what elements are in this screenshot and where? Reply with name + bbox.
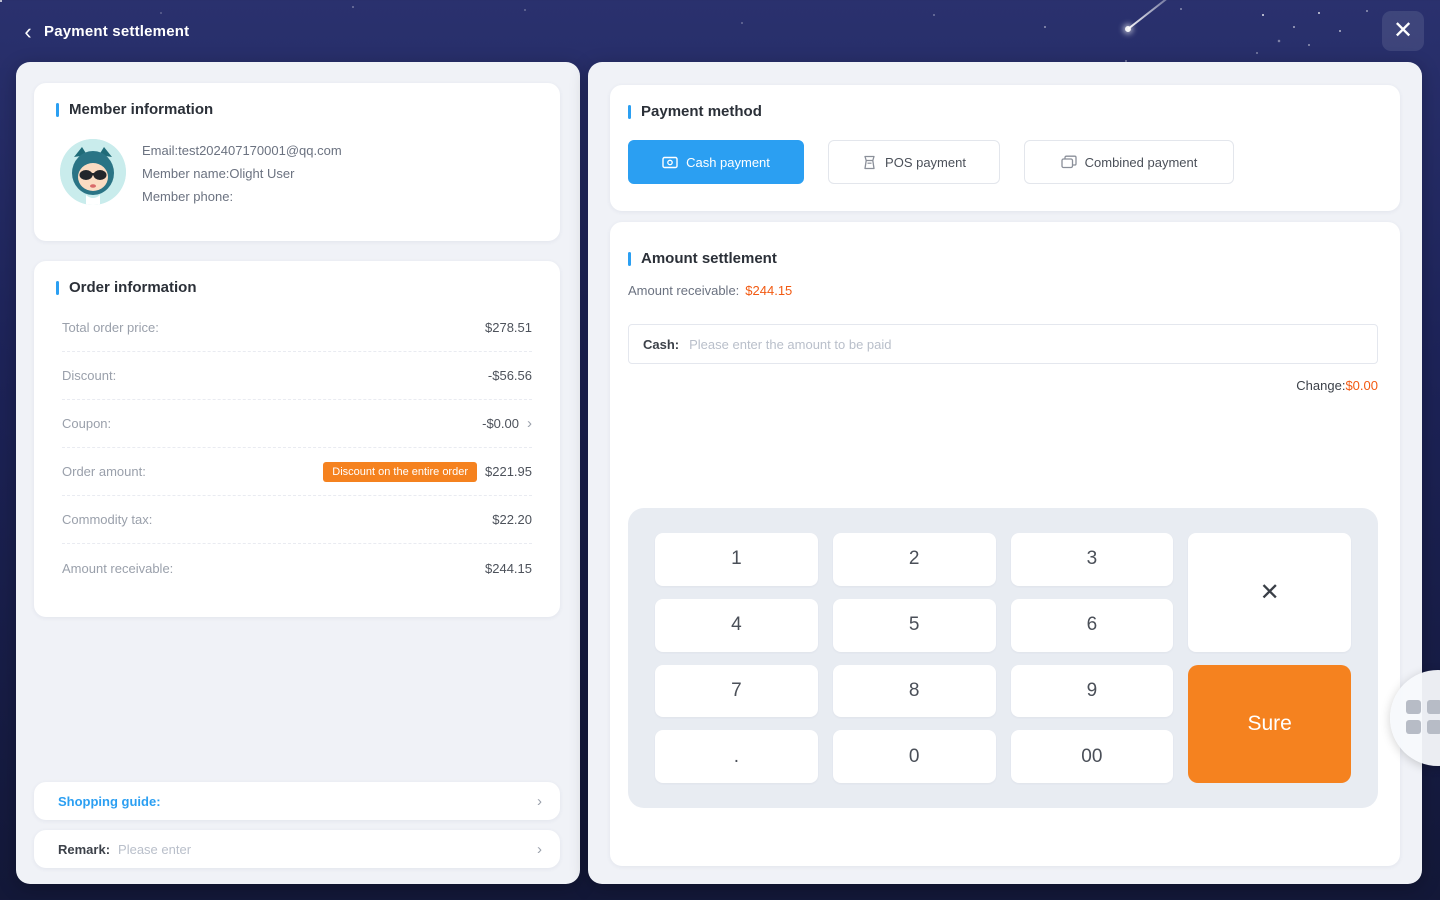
order-section-header: Order information <box>34 279 560 296</box>
left-panel: Member information Email:test20240717000… <box>16 62 580 884</box>
payment-method-title: Payment method <box>641 103 762 120</box>
amount-settlement-header: Amount settlement <box>628 250 1378 267</box>
payment-method-options: Cash payment POS payment Combined paymen… <box>628 140 1382 184</box>
amount-settlement-title: Amount settlement <box>641 250 777 267</box>
member-details: Email:test202407170001@qq.com Member nam… <box>142 139 342 208</box>
row-value: $221.95 <box>485 464 532 479</box>
cash-payment-label: Cash payment <box>686 154 770 170</box>
member-section-title: Member information <box>69 101 214 118</box>
avatar <box>60 139 126 205</box>
discount-badge: Discount on the entire order <box>323 461 477 482</box>
row-value: -$56.56 <box>487 368 532 383</box>
member-information-card: Member information Email:test20240717000… <box>34 83 560 241</box>
cash-icon <box>662 156 678 168</box>
chevron-right-icon: › <box>537 840 542 858</box>
row-value: -$0.00 <box>482 416 519 431</box>
pos-payment-label: POS payment <box>885 154 966 170</box>
cash-input-label: Cash: <box>643 336 680 352</box>
keypad-key-3[interactable]: 3 <box>1010 533 1174 586</box>
combined-icon <box>1060 155 1077 169</box>
amount-receivable-line: Amount receivable: $244.15 <box>628 283 1378 298</box>
row-label: Discount: <box>62 368 117 383</box>
change-value: $0.00 <box>1345 378 1378 393</box>
row-label: Coupon: <box>62 416 112 431</box>
sure-button[interactable]: Sure <box>1188 664 1351 783</box>
payment-method-header: Payment method <box>628 103 1382 120</box>
page-title: Payment settlement <box>44 23 190 40</box>
member-section-header: Member information <box>56 101 538 118</box>
keypad-key-dot[interactable]: . <box>655 730 818 783</box>
row-label: Amount receivable: <box>62 560 174 576</box>
order-information-card: Order information Total order price: $27… <box>34 261 560 617</box>
order-rows: Total order price: $278.51 Discount: -$5… <box>34 304 560 592</box>
row-value: $22.20 <box>492 512 532 527</box>
keypad-key-2[interactable]: 2 <box>832 533 996 586</box>
keypad-key-4[interactable]: 4 <box>655 598 818 652</box>
payment-method-card: Payment method Cash payment POS payment <box>610 85 1400 211</box>
cash-input-box: Cash: <box>628 324 1378 364</box>
number-keypad: 1 2 3 ✕ 4 5 6 7 8 9 Sure . 0 00 <box>628 508 1378 808</box>
starfield-decoration <box>0 0 2 2</box>
row-label: Commodity tax: <box>62 512 153 527</box>
keypad-key-0[interactable]: 0 <box>832 730 996 783</box>
section-accent-bar <box>56 102 59 117</box>
section-accent-bar <box>628 251 631 266</box>
cash-payment-button[interactable]: Cash payment <box>628 140 804 184</box>
top-bar: ‹ Payment settlement ✕ <box>0 0 1440 60</box>
keypad-key-5[interactable]: 5 <box>832 598 996 652</box>
combined-payment-label: Combined payment <box>1084 154 1198 170</box>
chevron-right-icon: › <box>527 415 532 432</box>
cash-amount-input[interactable] <box>689 336 1363 352</box>
keypad-key-9[interactable]: 9 <box>1010 664 1174 718</box>
keypad-key-6[interactable]: 6 <box>1010 598 1174 652</box>
row-label: Order amount: <box>62 464 146 479</box>
keypad-key-8[interactable]: 8 <box>832 664 996 718</box>
close-icon[interactable]: ✕ <box>1382 11 1424 51</box>
back-icon[interactable]: ‹ <box>14 18 42 46</box>
pos-payment-button[interactable]: POS payment <box>828 140 1000 184</box>
remark-label: Remark: <box>58 841 111 857</box>
combined-payment-button[interactable]: Combined payment <box>1024 140 1234 184</box>
amount-receivable-label: Amount receivable: <box>628 283 740 298</box>
section-accent-bar <box>56 280 59 295</box>
row-value: $278.51 <box>485 320 532 335</box>
keypad-key-7[interactable]: 7 <box>655 664 818 718</box>
keypad-key-1[interactable]: 1 <box>655 533 818 586</box>
member-name: Member name:Olight User <box>142 166 295 181</box>
table-row-total-order-price: Total order price: $278.51 <box>62 304 532 352</box>
right-panel: Payment method Cash payment POS payment <box>588 62 1422 884</box>
table-row-amount-receivable: Amount receivable: $244.15 <box>62 544 532 592</box>
table-row-commodity-tax: Commodity tax: $22.20 <box>62 496 532 544</box>
section-accent-bar <box>628 104 631 119</box>
pos-icon <box>864 155 875 169</box>
shopping-guide-row[interactable]: Shopping guide: › <box>34 782 560 820</box>
member-phone: Member phone: <box>142 189 234 204</box>
change-label: Change: <box>1296 378 1346 393</box>
chevron-right-icon: › <box>537 792 542 810</box>
table-row-discount: Discount: -$56.56 <box>62 352 532 400</box>
table-row-order-amount: Order amount: Discount on the entire ord… <box>62 448 532 496</box>
table-row-coupon[interactable]: Coupon: -$0.00 › <box>62 400 532 448</box>
change-line: Change:$0.00 <box>628 378 1378 393</box>
row-value: $244.15 <box>485 560 532 576</box>
remark-placeholder: Please enter <box>118 841 192 857</box>
order-section-title: Order information <box>69 279 197 296</box>
grid-icon <box>1406 700 1440 734</box>
keypad-key-00[interactable]: 00 <box>1010 730 1174 783</box>
keypad-delete-icon[interactable]: ✕ <box>1188 533 1351 652</box>
row-label: Total order price: <box>62 320 159 335</box>
member-email: Email:test202407170001@qq.com <box>142 143 342 158</box>
amount-receivable-value: $244.15 <box>745 283 793 298</box>
amount-settlement-card: Amount settlement Amount receivable: $24… <box>610 222 1400 866</box>
remark-row[interactable]: Remark: Please enter › <box>34 830 560 868</box>
shopping-guide-label: Shopping guide: <box>58 793 161 809</box>
